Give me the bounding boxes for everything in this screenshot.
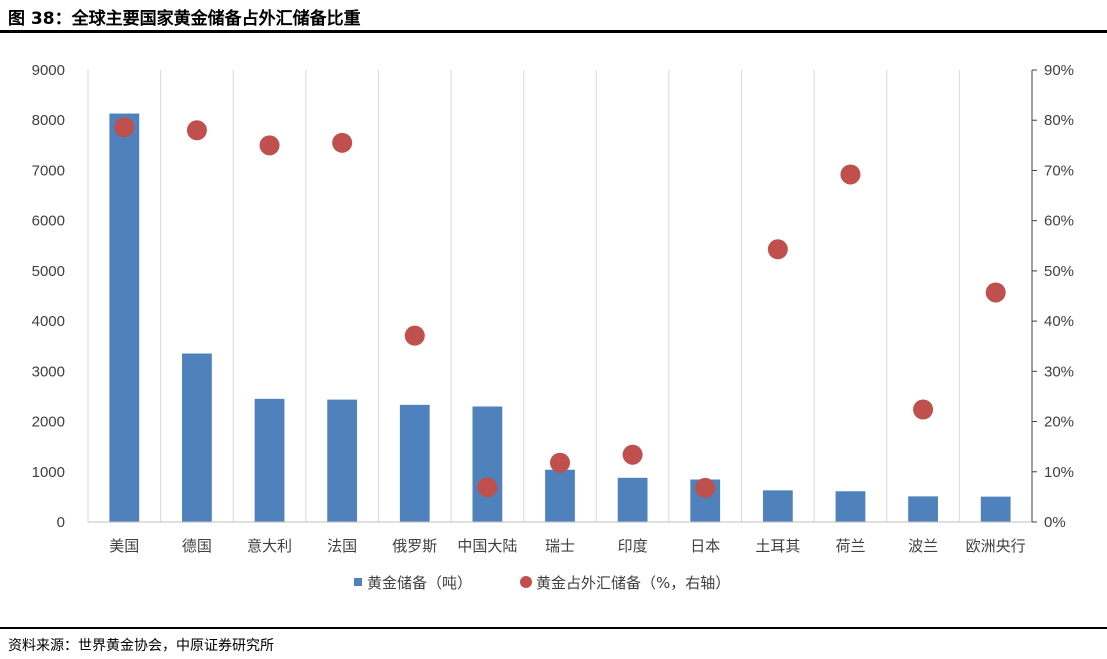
scatter-point xyxy=(622,444,643,465)
bar xyxy=(762,490,793,522)
bar-layer xyxy=(109,113,1011,522)
x-category-label: 日本 xyxy=(690,537,720,555)
y-left-tick-label: 3000 xyxy=(32,363,65,380)
legend-label-bar: 黄金储备（吨） xyxy=(367,574,472,592)
footer-divider xyxy=(0,627,1107,629)
bar xyxy=(908,496,938,522)
scatter-point xyxy=(114,117,135,138)
y-right-tick-label: 40% xyxy=(1044,313,1074,330)
scatter-point xyxy=(695,477,716,498)
scatter-point xyxy=(404,325,425,346)
x-category-label: 意大利 xyxy=(247,537,292,555)
bar xyxy=(254,398,285,522)
y-left-tick-label: 9000 xyxy=(32,62,65,79)
x-category-label: 印度 xyxy=(618,537,648,555)
x-category-label: 波兰 xyxy=(908,537,938,555)
legend: 黄金储备（吨） 黄金占外汇储备（%，右轴） xyxy=(354,574,730,592)
title-divider xyxy=(0,30,1107,33)
scatter-point xyxy=(477,477,498,498)
bar xyxy=(835,491,866,522)
y-right-tick-label: 80% xyxy=(1044,112,1074,129)
y-right-tick-label: 10% xyxy=(1044,464,1074,481)
y-left-tick-label: 8000 xyxy=(32,112,65,129)
legend-swatch-bar xyxy=(354,578,362,586)
legend-label-dot: 黄金占外汇储备（%，右轴） xyxy=(536,574,730,592)
scatter-point xyxy=(767,239,788,260)
bar xyxy=(109,113,140,522)
scatter-point xyxy=(985,282,1006,303)
y-left-tick-label: 0 xyxy=(57,514,65,531)
x-category-label: 土耳其 xyxy=(755,537,800,555)
axis-layer xyxy=(88,69,1037,523)
bar xyxy=(545,469,575,522)
scatter-point xyxy=(259,135,280,156)
x-category-label: 法国 xyxy=(327,537,357,555)
bar xyxy=(327,399,358,522)
y-right-tick-label: 90% xyxy=(1044,62,1074,79)
y-left-tick-label: 2000 xyxy=(32,414,65,431)
grid-layer xyxy=(87,70,1033,522)
x-category-label: 美国 xyxy=(109,537,139,555)
y-right-tick-label: 20% xyxy=(1044,414,1074,431)
legend-swatch-dot xyxy=(520,576,532,588)
bar xyxy=(182,353,212,522)
y-right-tick-label: 50% xyxy=(1044,263,1074,280)
bar xyxy=(472,406,503,522)
bar xyxy=(399,404,430,522)
dot-layer xyxy=(114,117,1006,498)
x-category-label: 德国 xyxy=(182,537,212,555)
y-right-tick-label: 0% xyxy=(1044,514,1066,531)
y-right-tick-label: 70% xyxy=(1044,162,1074,179)
x-category-label: 荷兰 xyxy=(835,537,865,555)
y-right-tick-label: 30% xyxy=(1044,363,1074,380)
bar xyxy=(980,496,1011,522)
x-category-label: 瑞士 xyxy=(545,537,575,555)
scatter-point xyxy=(913,399,934,420)
scatter-point xyxy=(332,132,353,153)
scatter-point xyxy=(186,120,207,141)
y-left-tick-label: 5000 xyxy=(32,263,65,280)
chart-svg: 0 1000 2000 3000 4000 5000 6000 7000 8000 9000 0% 1… xyxy=(32,62,1074,592)
y-left-tick-label: 6000 xyxy=(32,213,65,230)
y-left-tick-label: 7000 xyxy=(32,162,65,179)
source-note: 资料来源：世界黄金协会，中原证券研究所 xyxy=(8,638,274,654)
scatter-point xyxy=(550,452,570,473)
scatter-point xyxy=(840,164,861,185)
x-category-label: 俄罗斯 xyxy=(392,537,437,555)
x-category-label: 欧洲央行 xyxy=(966,537,1026,555)
chart-title: 图 38：全球主要国家黄金储备占外汇储备比重 xyxy=(8,9,361,29)
y-right-tick-label: 60% xyxy=(1044,213,1074,230)
label-layer: 0 1000 2000 3000 4000 5000 6000 7000 8000 9000 0% 1… xyxy=(32,62,1074,555)
bar xyxy=(617,477,648,522)
y-left-tick-label: 1000 xyxy=(32,464,65,481)
y-left-tick-label: 4000 xyxy=(32,313,65,330)
x-category-label: 中国大陆 xyxy=(457,537,517,555)
